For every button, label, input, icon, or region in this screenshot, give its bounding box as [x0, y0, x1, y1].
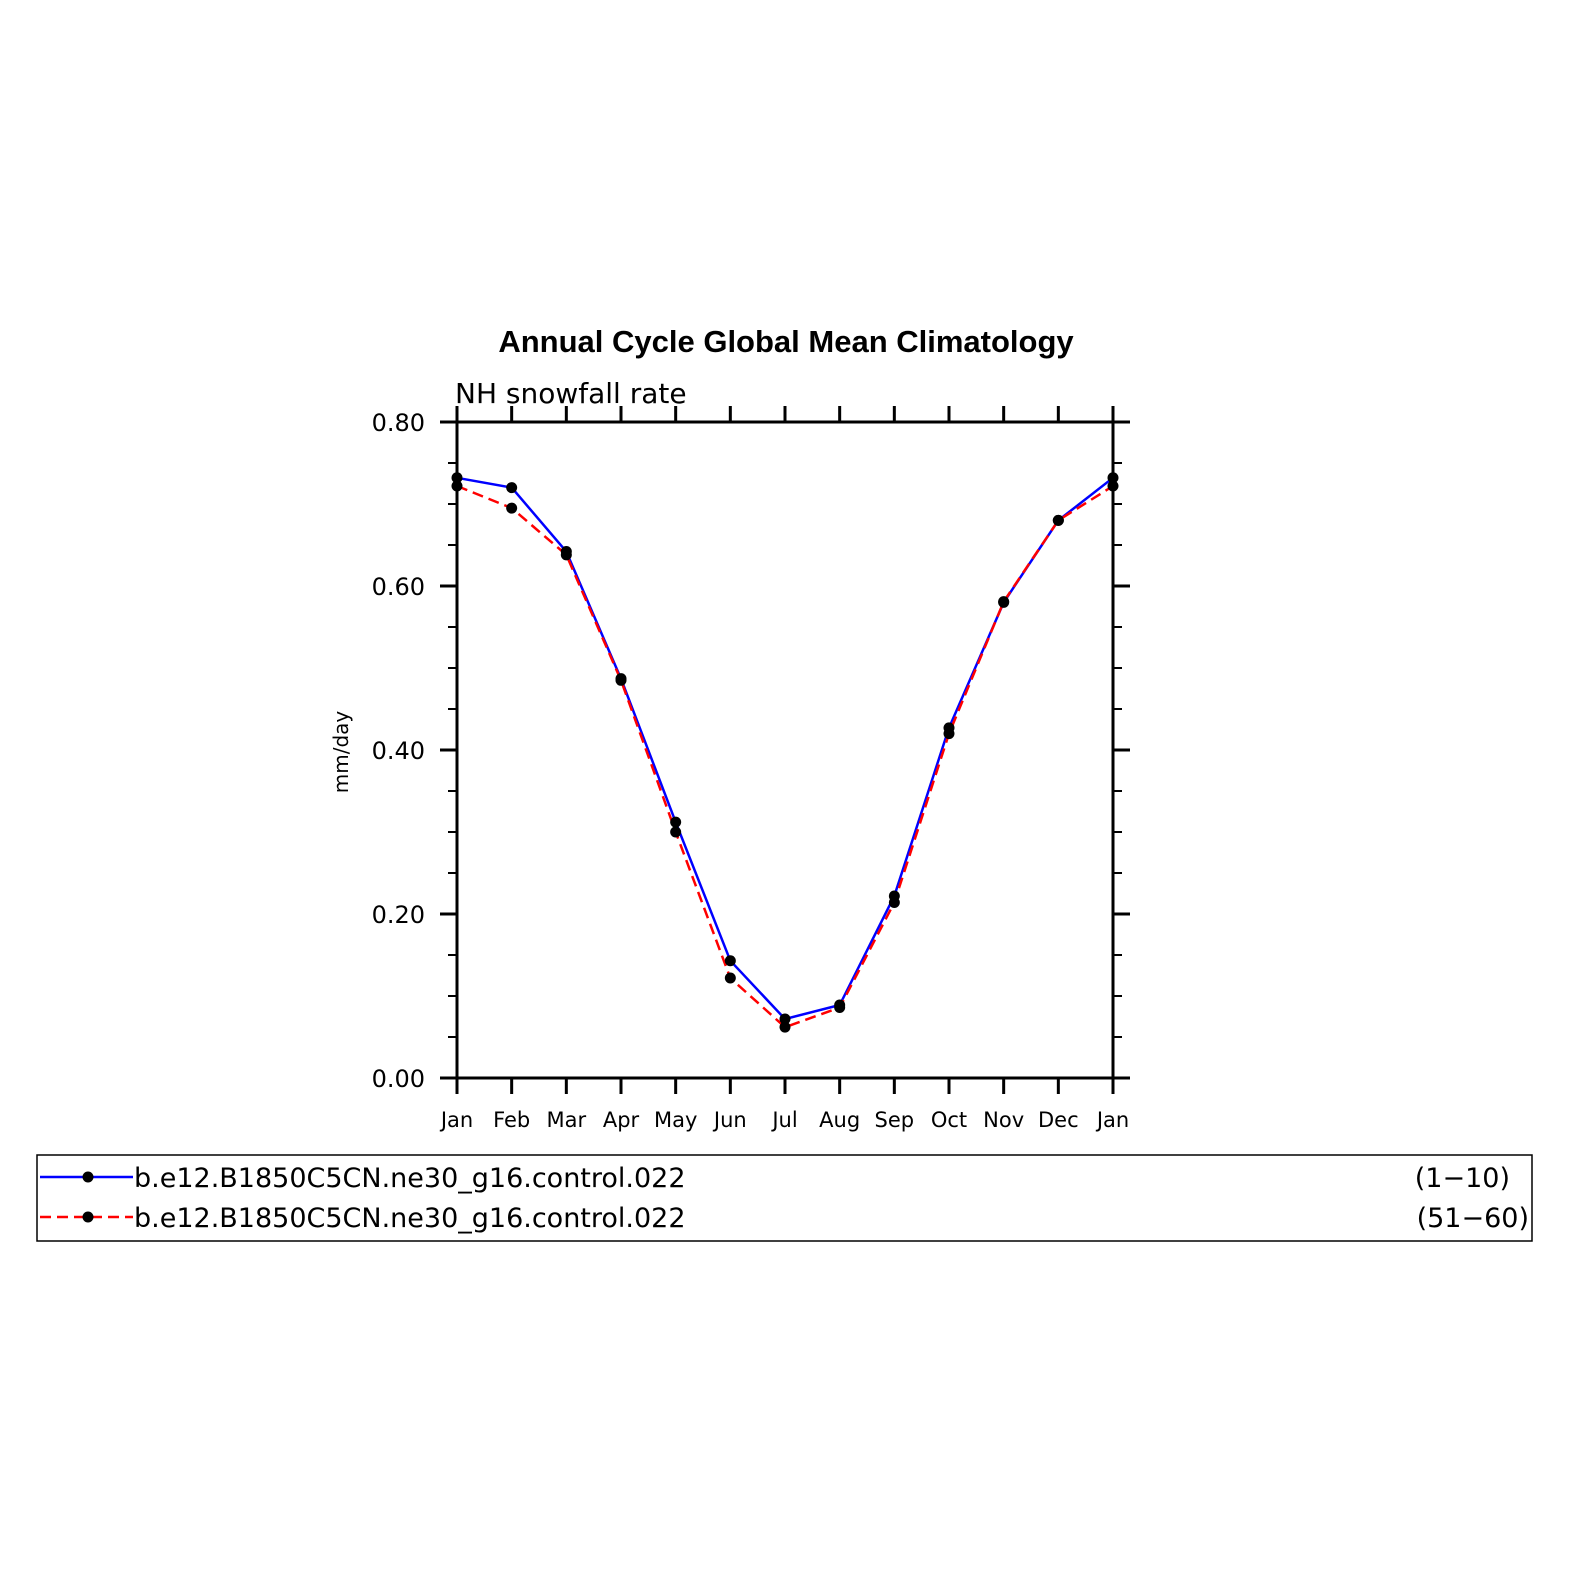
x-tick-label: Jan	[439, 1108, 473, 1132]
chart-subtitle: NH snowfall rate	[455, 377, 687, 410]
series-2-point	[1052, 514, 1064, 526]
x-tick-label: Sep	[875, 1108, 915, 1132]
x-tick-label: Apr	[603, 1108, 640, 1132]
x-tick-label: May	[654, 1108, 697, 1132]
x-tick-label: Aug	[819, 1108, 860, 1132]
series-2-point	[998, 596, 1010, 608]
series-2-point	[724, 972, 736, 984]
y-tick-label: 0.60	[372, 573, 425, 601]
series-line-2	[456, 484, 1114, 1029]
legend-box	[36, 1154, 1533, 1242]
series-2-point	[670, 826, 682, 838]
series-2-point	[834, 1001, 846, 1013]
legend-marker-1	[82, 1171, 94, 1183]
series-2-point	[451, 480, 463, 492]
x-tick-label: Feb	[493, 1108, 530, 1132]
series-2-point	[779, 1021, 791, 1033]
x-tick-label: Jun	[712, 1108, 747, 1132]
legend-marker-2	[82, 1211, 94, 1223]
legend-years-2: (51−60)	[1417, 1203, 1529, 1234]
x-tick-label: Jan	[1095, 1108, 1129, 1132]
series-2-point	[888, 897, 900, 909]
series-1-point	[670, 816, 682, 828]
legend-label-1: b.e12.B1850C5CN.ne30_g16.control.022	[134, 1163, 686, 1194]
series-2-point	[1107, 480, 1119, 492]
series-2-point	[506, 502, 518, 514]
series-line-1	[456, 476, 1114, 1021]
y-tick-label: 0.40	[372, 737, 425, 765]
y-axis-label: mm/day	[329, 711, 353, 794]
series-1-point	[779, 1013, 791, 1025]
series-2-point	[615, 674, 627, 686]
legend-entry-2: b.e12.B1850C5CN.ne30_g16.control.022 (51…	[40, 1203, 1529, 1234]
x-tick-label: Dec	[1038, 1108, 1079, 1132]
legend-label-2: b.e12.B1850C5CN.ne30_g16.control.022	[134, 1203, 686, 1234]
y-tick-label: 0.80	[372, 409, 425, 437]
x-tick-label: Jul	[770, 1108, 797, 1132]
y-tick-label: 0.20	[372, 901, 425, 929]
series-1-point	[1107, 472, 1119, 484]
axes-layer: Jan Feb Mar Apr May Jun Jul Aug Sep Oct Nov Dec Jan 0…	[372, 406, 1130, 1132]
series-1-point	[451, 472, 463, 484]
legend-years-1: (1−10)	[1415, 1163, 1510, 1194]
series-1-point	[724, 955, 736, 967]
y-tick-label: 0.00	[372, 1065, 425, 1093]
plot-frame	[455, 420, 1115, 1080]
x-tick-label: Nov	[983, 1108, 1024, 1132]
legend-entry-1: b.e12.B1850C5CN.ne30_g16.control.022 (1−…	[40, 1163, 1510, 1194]
series-2-point	[560, 549, 572, 561]
chart-title: Annual Cycle Global Mean Climatology	[498, 324, 1074, 359]
x-tick-label: Mar	[547, 1108, 587, 1132]
x-tick-label: Oct	[931, 1108, 967, 1132]
series-2-point	[943, 728, 955, 740]
series-1-point	[506, 482, 518, 494]
series-layer	[451, 472, 1119, 1033]
